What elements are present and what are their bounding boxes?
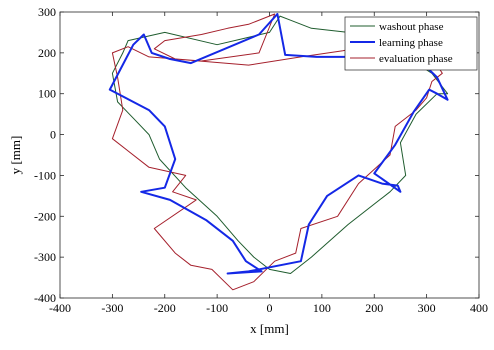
x-tick-label: 200	[365, 301, 383, 315]
x-tick-label: 100	[313, 301, 331, 315]
x-tick-label: 400	[470, 301, 488, 315]
x-tick-label: -100	[206, 301, 228, 315]
y-tick-label: -300	[34, 250, 56, 264]
x-tick-label: -400	[49, 301, 71, 315]
x-axis-label: x [mm]	[250, 321, 289, 336]
y-tick-label: 200	[38, 46, 56, 60]
y-tick-label: -200	[34, 209, 56, 223]
x-tick-label: 300	[418, 301, 436, 315]
legend: washout phase learning phase evaluation ph…	[344, 16, 478, 71]
y-tick-label: 0	[50, 128, 56, 142]
legend-label-1: learning phase	[379, 37, 443, 49]
ticks-layer: -400 -300 -200 -100 0 100 200 300 400 -400 -300 -20…	[34, 5, 488, 315]
y-axis-label: y [mm]	[8, 136, 23, 175]
y-tick-label: 300	[38, 5, 56, 19]
x-tick-label: 0	[267, 301, 273, 315]
series-line-2	[111, 13, 443, 291]
legend-label-0: washout phase	[379, 21, 444, 33]
x-tick-label: -300	[101, 301, 123, 315]
y-tick-label: -400	[34, 291, 56, 305]
y-tick-label: -100	[34, 168, 56, 182]
x-tick-label: -200	[154, 301, 176, 315]
y-tick-label: 100	[38, 87, 56, 101]
legend-label-2: evaluation phase	[379, 53, 453, 65]
